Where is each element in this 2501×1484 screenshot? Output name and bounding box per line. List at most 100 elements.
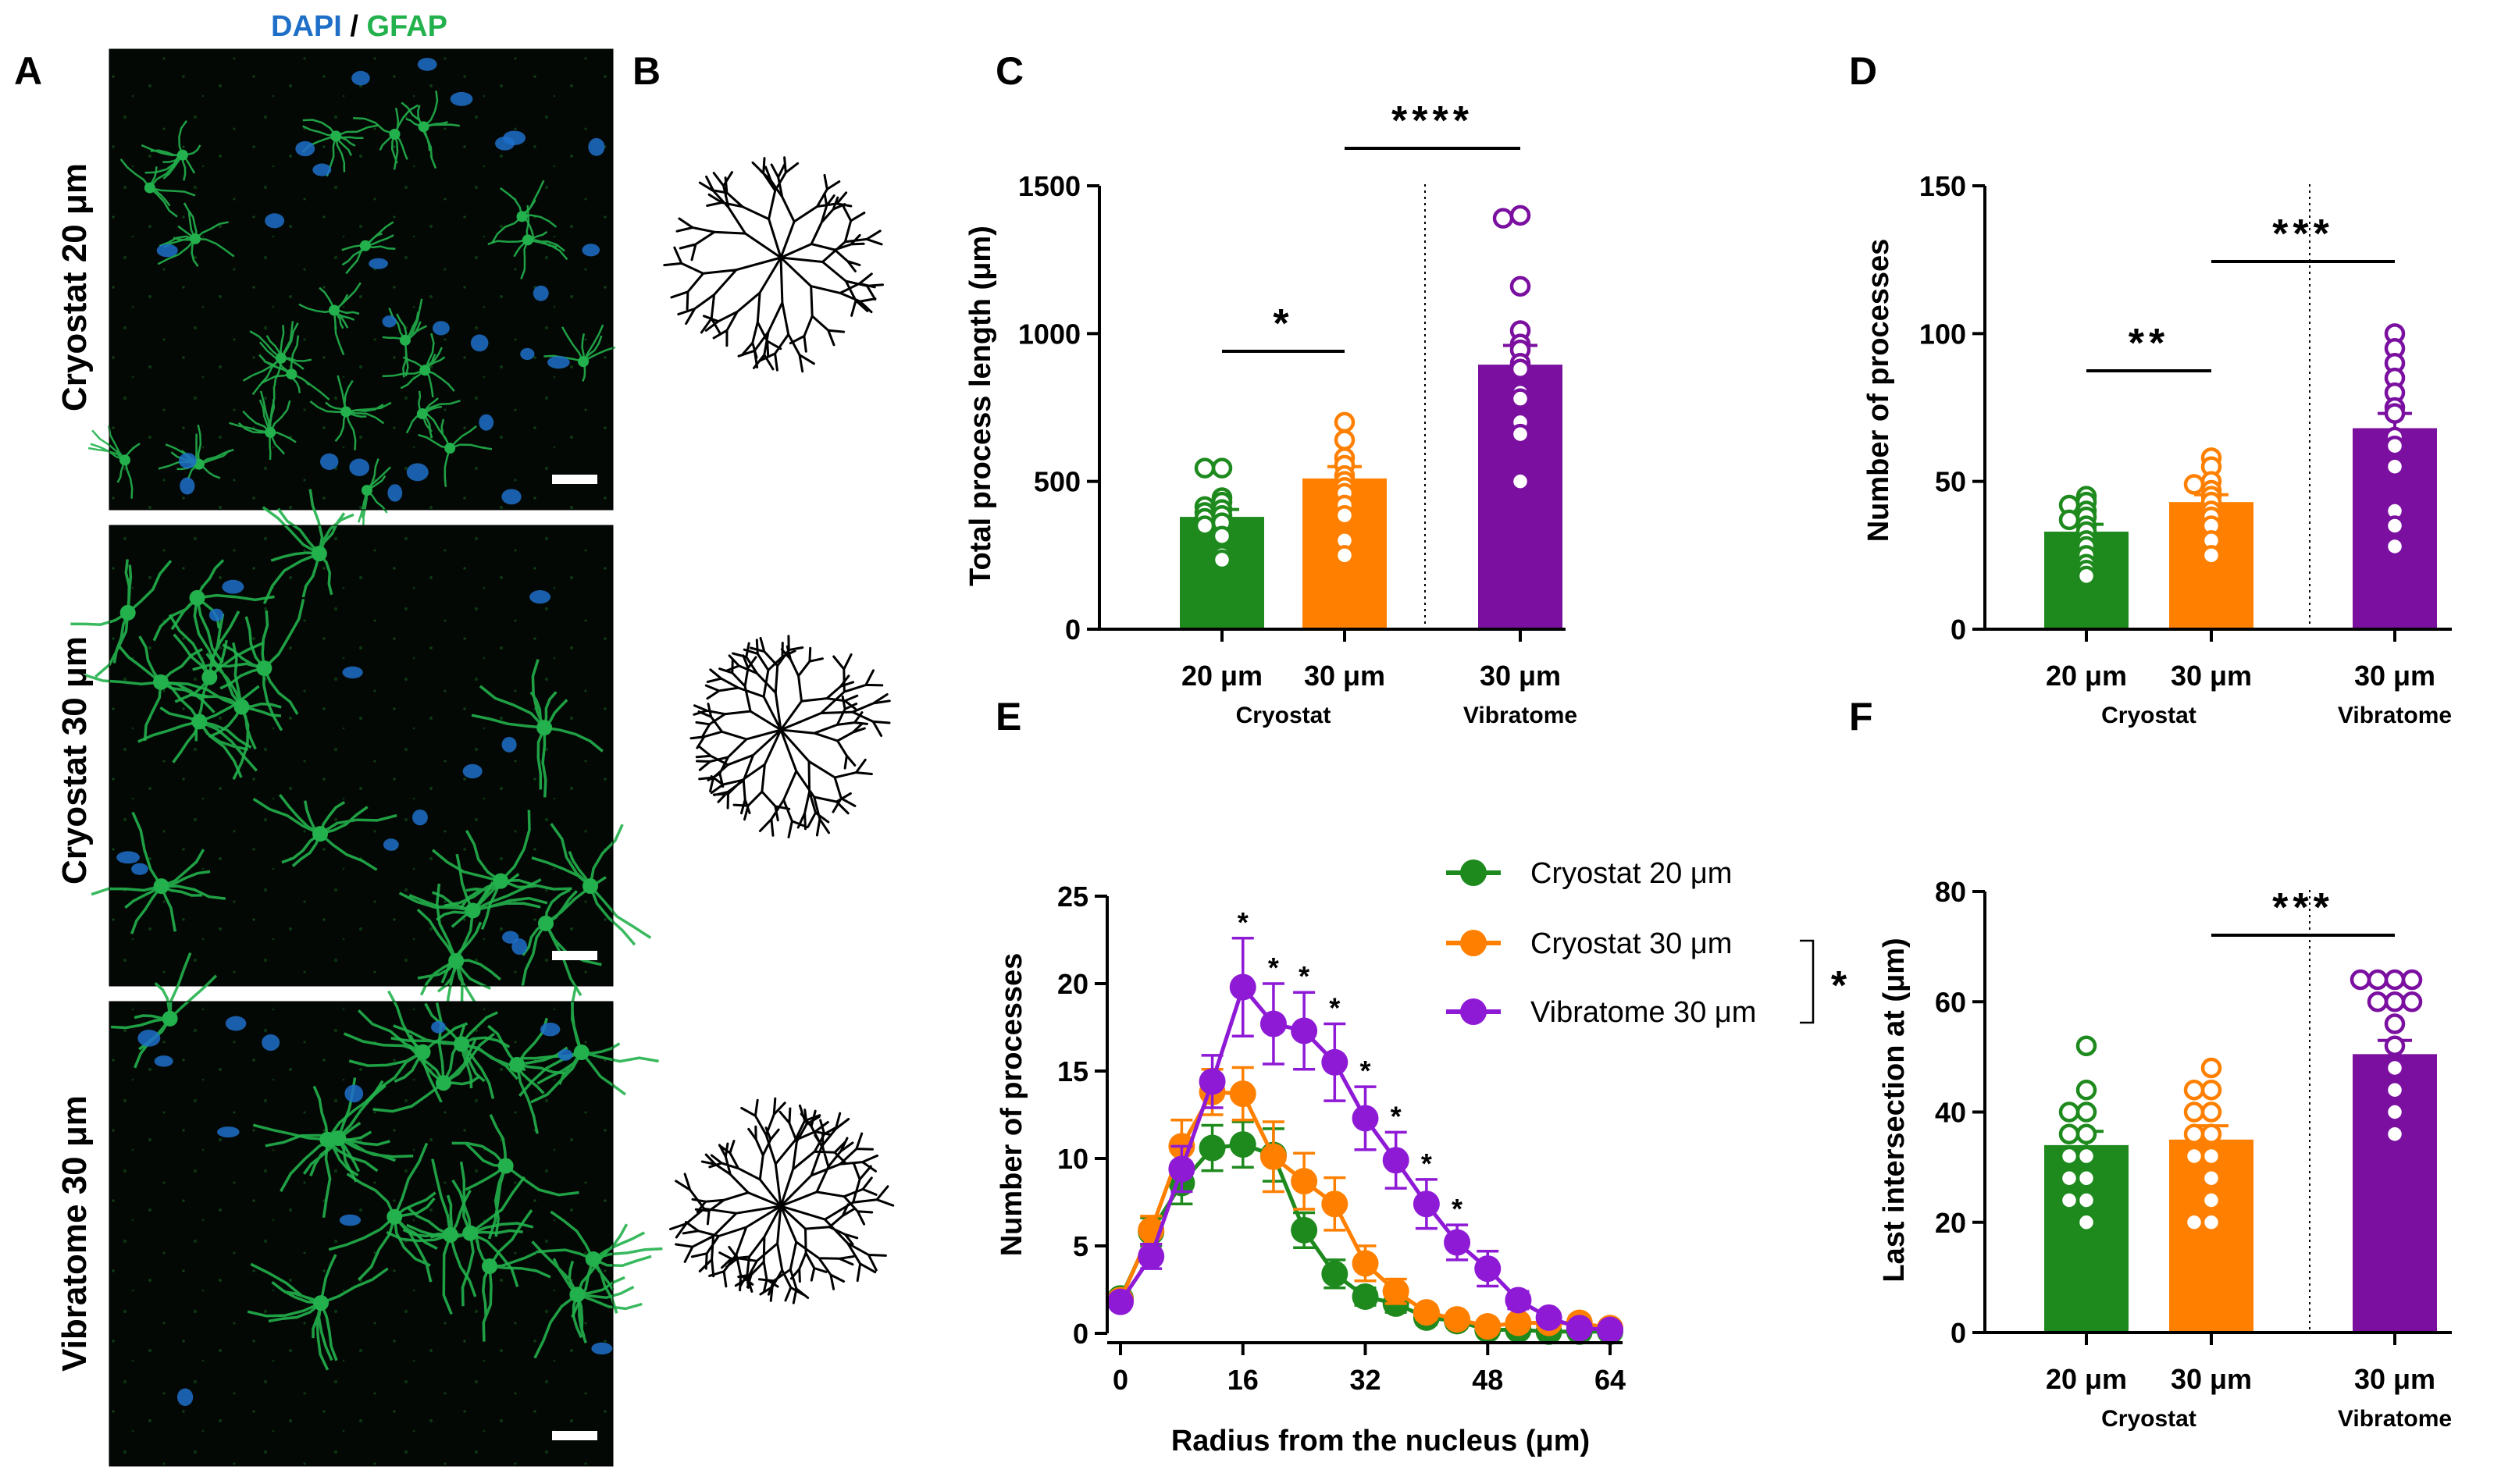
data-point (2384, 515, 2406, 536)
astrocyte (328, 1142, 438, 1283)
y-tick-label: 0 (1073, 1318, 1088, 1350)
data-point (1321, 1190, 1348, 1218)
astrocyte-soma (538, 915, 554, 931)
x-axis: 20 μm 30 μm 30 μm Cryostat Vibratome (1985, 628, 2452, 728)
legend-cryostat-20: Cryostat 20 μm (1530, 857, 1732, 890)
data-point (1194, 515, 1216, 536)
astrocyte (157, 202, 235, 267)
y-tick-label: 150 (1919, 170, 1966, 202)
astrocyte-processes (70, 559, 173, 678)
x-axis: 20 μm 30 μm 30 μm Cryostat Vibratome (1099, 628, 1577, 728)
astrocyte-soma (275, 352, 287, 364)
astrocyte-processes (474, 1209, 551, 1342)
nucleus (417, 58, 437, 71)
data-point (2075, 1123, 2097, 1144)
astrocyte-processes (416, 883, 501, 1040)
nucleus (503, 130, 526, 146)
astrocyte-processes (252, 794, 397, 871)
panel-a: A DAPI / GFAP Cryostat 20 μm Cryostat 30… (14, 10, 663, 1467)
legend-marker-vibratome-30 (1460, 998, 1487, 1025)
point-annotation: * (1268, 952, 1279, 984)
y-tick-label: 10 (1057, 1143, 1088, 1175)
group-label-vibratome: Vibratome (2338, 1406, 2452, 1432)
astrocyte-soma (465, 902, 481, 919)
data-point (2183, 1212, 2205, 1233)
data-point (2367, 969, 2389, 991)
point-annotation: * (1452, 1193, 1462, 1225)
panel-c: C Total process length (μm) 0 500 1000 1500… (964, 49, 1577, 728)
data-point (1229, 1131, 1256, 1158)
data-point (1413, 1190, 1440, 1218)
data-point (2183, 1101, 2205, 1123)
x-tick-label: 32 (1349, 1364, 1381, 1396)
astrocyte (382, 298, 428, 378)
astrocyte (531, 1240, 643, 1359)
astrocyte-processes (252, 1080, 384, 1218)
panel-d-ylabel: Number of processes (1862, 239, 1895, 543)
nucleus (383, 838, 399, 851)
y-tick-label: 40 (1935, 1097, 1966, 1129)
astrocyte-processes (192, 599, 305, 731)
legend-bracket (1800, 939, 1815, 1024)
panel-label-a: A (14, 49, 42, 93)
y-tick-label: 60 (1935, 986, 1966, 1018)
data-point (2075, 1145, 2097, 1167)
point-annotation: * (1421, 1148, 1432, 1180)
row-label-vibratome-30: Vibratome 30 μm (55, 1095, 94, 1372)
astrocyte-processes (372, 1002, 495, 1113)
astrocyte-processes (157, 202, 235, 267)
micrograph-2 (70, 489, 652, 1040)
astrocyte (91, 811, 226, 934)
data-point (2200, 1190, 2222, 1211)
legend-marker-cryostat-20 (1460, 859, 1487, 886)
data-point (2075, 1080, 2097, 1101)
significance-bracket: **** (1345, 98, 1520, 150)
nucleus (547, 355, 570, 369)
y-axis: 0 500 1000 1500 (1018, 170, 1101, 646)
astrocyte-soma (582, 878, 599, 895)
y-tick-label: 15 (1057, 1055, 1088, 1087)
astrocyte (252, 794, 397, 871)
micrograph-frame (109, 48, 614, 511)
data-point (1509, 205, 1531, 226)
astrocyte-soma (389, 128, 401, 140)
bars (1180, 205, 1562, 629)
astrocyte-soma (176, 149, 188, 161)
astrocyte-processes (258, 335, 330, 400)
data-point (1352, 1283, 1379, 1310)
nucleus (156, 244, 178, 258)
nucleus (462, 763, 483, 779)
nucleus (520, 347, 535, 361)
data-point (2183, 1123, 2205, 1144)
data-point (1334, 504, 1356, 526)
y-tick-label: 50 (1935, 466, 1966, 498)
data-point (1321, 1260, 1348, 1287)
data-point (1194, 457, 1216, 479)
category-label: 20 μm (2046, 660, 2127, 692)
nucleus (502, 931, 519, 944)
astrocyte (298, 282, 362, 355)
astrocyte-soma (119, 454, 131, 466)
data-point (1291, 1168, 1318, 1195)
row-label-cryostat-20: Cryostat 20 μm (55, 163, 94, 411)
nucleus (382, 315, 397, 328)
nucleus (501, 736, 517, 753)
astrocyte-soma (144, 182, 155, 194)
astrocyte (141, 119, 201, 181)
y-axis: 0 5 10 15 20 25 (1057, 881, 1109, 1350)
data-point (1382, 1278, 1409, 1305)
data-point (2200, 1168, 2222, 1189)
panel-label-b: B (632, 49, 661, 93)
point-annotation: * (1391, 1100, 1402, 1132)
data-point (1211, 457, 1233, 479)
y-axis: 0 50 100 150 (1919, 170, 1986, 646)
astrocyte-soma (448, 952, 465, 969)
astrocyte-soma (454, 1036, 470, 1052)
astrocyte (401, 91, 460, 169)
data-point (2058, 1101, 2080, 1123)
data-point (1334, 545, 1356, 566)
category-label: 30 μm (2171, 660, 2252, 692)
data-point (1382, 1147, 1409, 1174)
nucleus (588, 137, 605, 156)
astrocyte (418, 411, 493, 487)
